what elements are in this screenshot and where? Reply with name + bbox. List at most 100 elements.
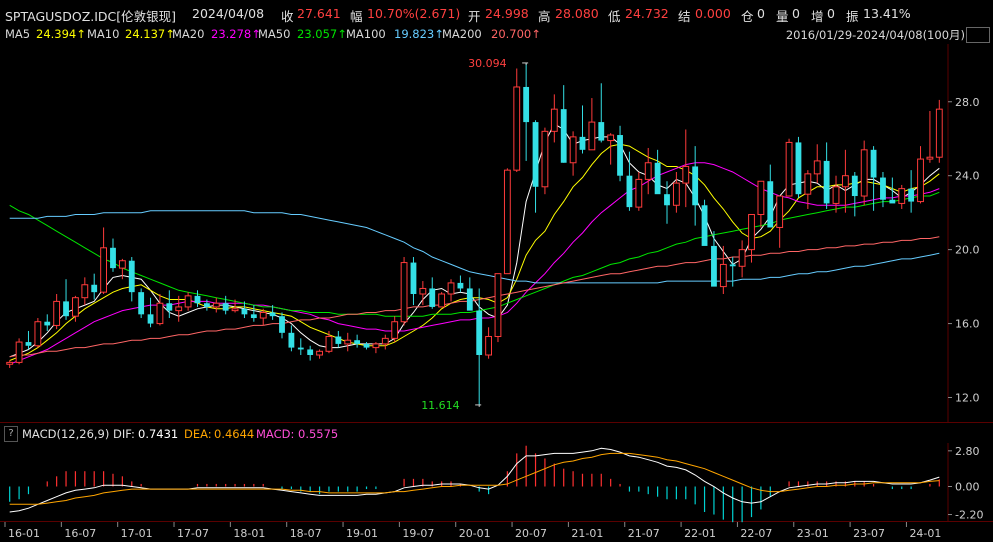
close-label: 收 (281, 9, 294, 24)
candle (804, 170, 812, 209)
macd-chart[interactable]: 2.80 0.00 -2.20 16-01 16-07 17-01 17-07 18-01 18… (0, 443, 993, 542)
candle-body (550, 108, 558, 132)
candle (664, 181, 670, 224)
candle (513, 68, 521, 172)
candle-body (804, 173, 812, 195)
candle (118, 258, 126, 280)
candle-body (654, 162, 661, 195)
ma10-value: 24.137↑ (125, 27, 175, 41)
candle (279, 312, 285, 339)
candle-body (25, 342, 32, 346)
candle (560, 85, 567, 163)
date-range-selector[interactable]: 2016/01/29-2024/04/08(100月) (785, 28, 965, 42)
ma20-label: MA20 (172, 27, 205, 41)
candle-body (560, 109, 567, 163)
candle (363, 342, 370, 350)
date-tick-label: 22-07 (740, 527, 772, 540)
close-value: 27.641 (297, 6, 341, 21)
candle-body (729, 264, 736, 267)
candle-body (231, 308, 239, 312)
candle-body (128, 260, 135, 293)
ma10-label: MA10 (87, 27, 120, 41)
candle (898, 184, 906, 209)
candle-body (457, 282, 464, 289)
candle (241, 301, 248, 319)
candle (644, 147, 652, 195)
candle-body (485, 336, 492, 356)
candle (212, 297, 220, 313)
candle (269, 305, 276, 320)
candle (607, 133, 615, 165)
high-annotation: 30.094 (468, 57, 507, 70)
candle-body (860, 149, 868, 197)
candle (354, 334, 361, 348)
candle (851, 172, 858, 217)
candle (63, 279, 69, 320)
date-tick-label: 17-01 (121, 527, 153, 540)
candle (297, 338, 304, 355)
candle-body (851, 175, 858, 197)
candle (541, 127, 549, 195)
price-tick-label: 28.0 (955, 96, 980, 109)
candle (757, 180, 765, 228)
symbol-title: SPTAGUSDOZ.IDC[伦敦银现] (5, 9, 177, 24)
candle (523, 62, 530, 161)
candle-body (813, 160, 821, 175)
candle-body (372, 343, 380, 349)
macd-label: MACD: (256, 427, 295, 441)
candle-body (316, 350, 323, 356)
low-label: 低 (608, 9, 621, 24)
price-chart[interactable]: 28.0 24.0 20.0 16.0 12.0 30.094 11.614 (0, 44, 993, 423)
candle-body (166, 303, 173, 311)
range-toggle-button[interactable] (966, 27, 990, 43)
candle (485, 327, 492, 359)
candle (259, 308, 267, 326)
candle (391, 316, 399, 343)
date-tick-label: 19-07 (402, 527, 434, 540)
candle-body (429, 288, 436, 307)
candle-body (203, 303, 210, 307)
candle (53, 294, 61, 330)
date-tick-label: 16-07 (64, 527, 96, 540)
candle (410, 257, 417, 306)
candle-body (701, 205, 708, 246)
candle-body (222, 303, 229, 311)
dea-label: DEA: (184, 427, 212, 441)
candle (335, 330, 342, 348)
candle (823, 142, 830, 209)
volume-value: 0 (792, 6, 800, 21)
candle (457, 275, 464, 293)
candle (128, 257, 135, 302)
candle-body (175, 306, 183, 312)
candle-body (748, 214, 755, 251)
candle-body (569, 136, 577, 164)
ma100-value: 19.823↑ (394, 27, 444, 41)
amplitude-value: 13.41% (863, 6, 911, 21)
date-tick-label: 24-01 (909, 527, 941, 540)
candle (917, 146, 924, 204)
candle (15, 338, 23, 365)
candle-body (72, 297, 79, 317)
open-label: 开 (468, 9, 481, 24)
candle (138, 288, 145, 319)
date-tick-label: 20-01 (459, 527, 491, 540)
indicator-help-icon[interactable]: ? (4, 426, 18, 442)
candle (372, 342, 380, 354)
candle-body (81, 284, 89, 299)
candle (156, 294, 164, 326)
candle (635, 172, 643, 211)
candle (438, 292, 446, 308)
candle-body (579, 136, 586, 150)
candle (429, 277, 436, 309)
candle-body (44, 321, 51, 326)
candle (203, 299, 210, 311)
candle (325, 330, 333, 354)
candle (250, 305, 257, 322)
candle-body (617, 135, 623, 176)
candle (617, 125, 623, 182)
macd-title[interactable]: MACD(12,26,9) (22, 427, 110, 441)
candle (550, 94, 558, 143)
candle (194, 290, 201, 307)
candle (776, 195, 784, 248)
candle (222, 295, 229, 315)
